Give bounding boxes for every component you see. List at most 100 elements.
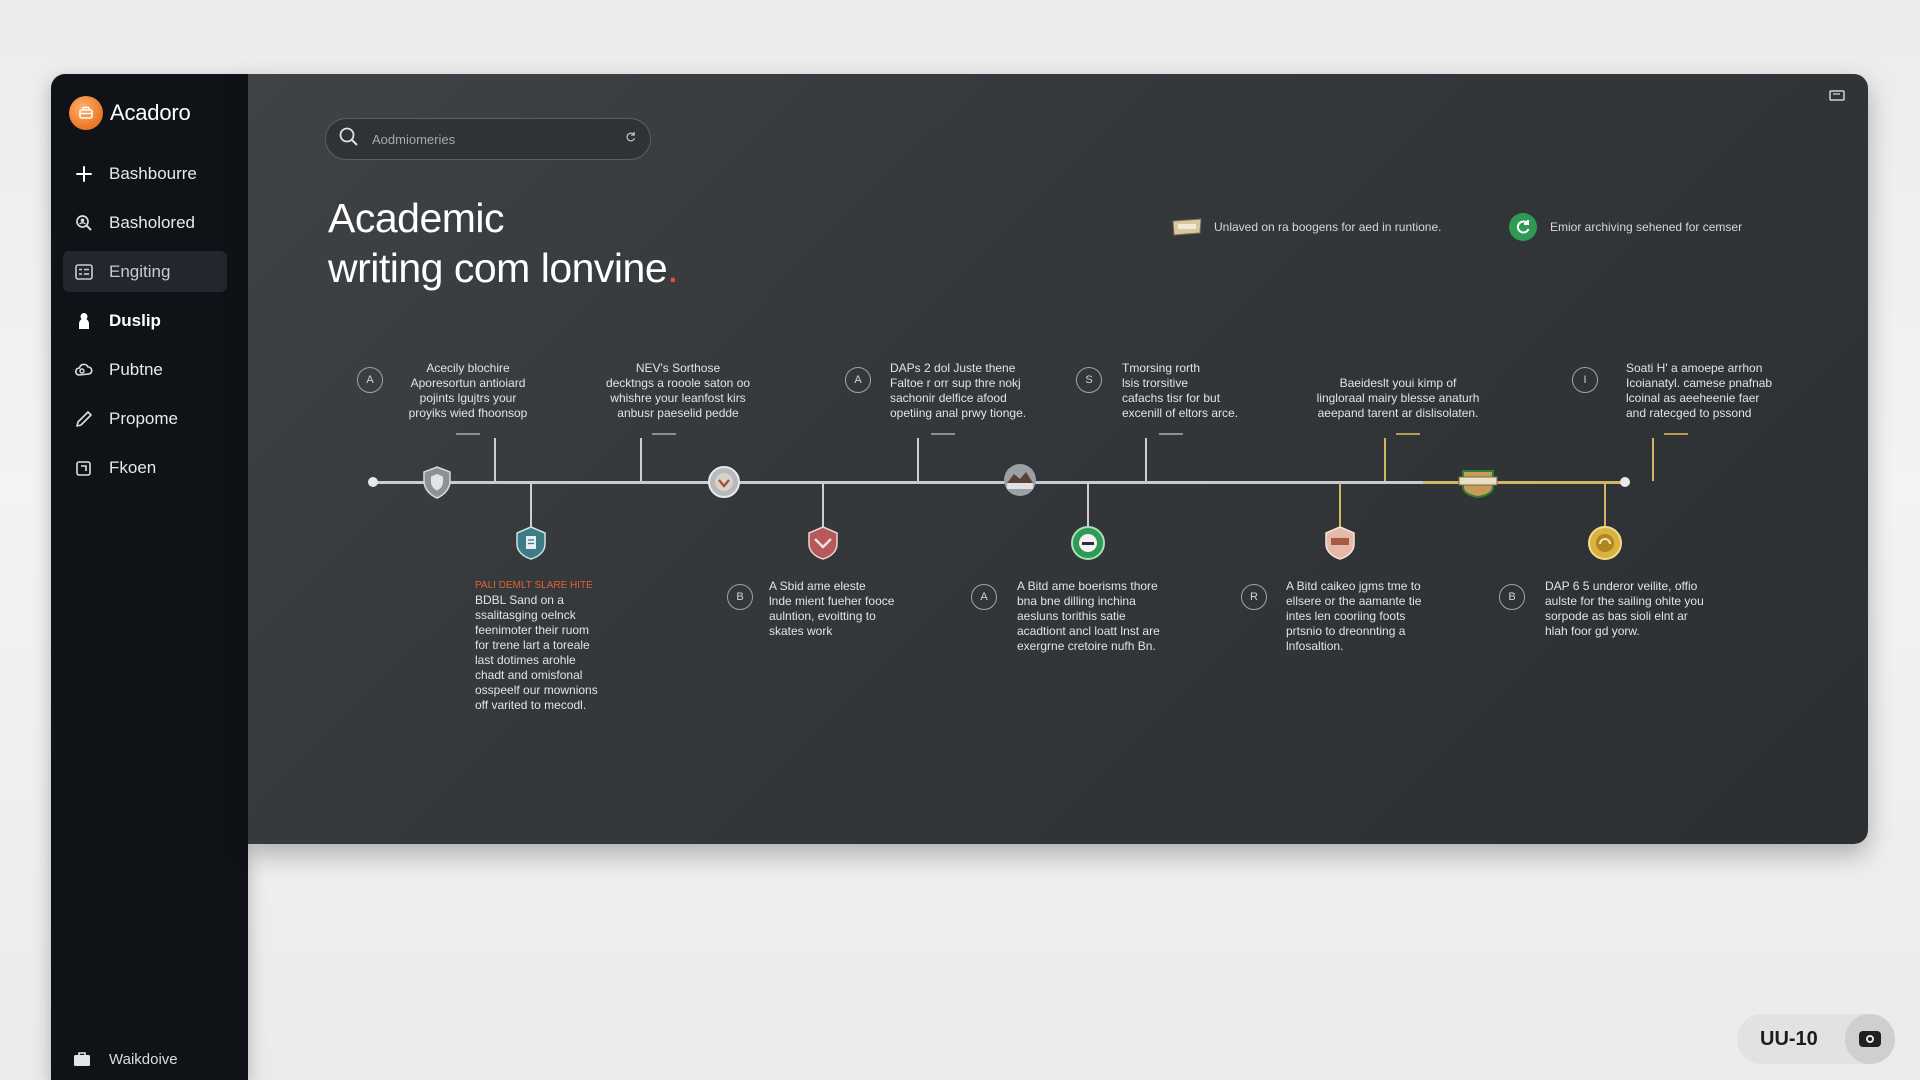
legend-item-unlaved: Unlaved on ra boogens for aed in runtion… — [1170, 213, 1442, 241]
refresh-circle-icon — [1506, 213, 1540, 241]
timeline-bottom-text: A Bitd ame boerisms thore bna bne dillin… — [1017, 579, 1160, 653]
timeline-bottom-text: BDBL Sand on a ssalitasging oelnck feeni… — [475, 593, 598, 712]
search-user-icon — [73, 212, 95, 234]
search-input[interactable] — [370, 130, 624, 148]
camera-icon — [1859, 1031, 1881, 1047]
timeline-tick — [1664, 433, 1688, 435]
legend-text: Unlaved on ra boogens for aed in runtion… — [1214, 220, 1442, 234]
sidebar: Acadoro Bashbourre Basholored Engiting D… — [51, 74, 248, 1080]
timeline-end-dot — [1620, 477, 1630, 487]
page-title: Academic writing com lonvine. — [328, 193, 679, 293]
video-call-button[interactable] — [1845, 1014, 1895, 1064]
main-panel: Academic writing com lonvine. Unlaved on… — [248, 74, 1868, 844]
timeline-marker-number: B — [727, 584, 753, 610]
timeline-tick — [1396, 433, 1420, 435]
crest-banner-icon[interactable] — [1457, 463, 1499, 499]
timeline-marker-number: R — [1241, 584, 1267, 610]
timeline-stem — [822, 483, 824, 528]
timeline-marker-number: A — [845, 367, 871, 393]
search-bar[interactable] — [325, 118, 651, 160]
timeline-top-text: NEV's Sorthose decktngs a rooole saton o… — [605, 361, 751, 420]
timeline-top-text: Soati H' a amoepe arrhon Icoianatyl. cam… — [1626, 361, 1773, 420]
green-laurel-icon[interactable] — [1070, 525, 1106, 561]
timeline-top-text: DAPs 2 dol Juste thene Faltoe r orr sup … — [890, 361, 1027, 420]
timeline-stem — [1087, 483, 1089, 528]
timeline-bottom-text: A Bitd caikeo jgms tme to ellsere or the… — [1286, 579, 1422, 653]
plus-icon — [73, 163, 95, 185]
sidebar-item-pubtne[interactable]: Pubtne — [63, 349, 227, 390]
timeline-marker-number: A — [971, 584, 997, 610]
timeline-bottom-text: DAP 6 5 underor veilite, offio aulste fo… — [1545, 579, 1704, 638]
rocky-emblem-icon[interactable] — [1002, 462, 1038, 498]
timeline-stem — [1145, 438, 1147, 481]
search-icon — [338, 126, 360, 153]
sidebar-item-label: Fkoen — [109, 457, 157, 477]
refresh-icon[interactable] — [624, 130, 638, 149]
sidebar-item-fkoen[interactable]: Fkoen — [63, 447, 227, 488]
timeline-tick — [652, 433, 676, 435]
timeline-tick — [931, 433, 955, 435]
window-control-icon[interactable] — [1828, 88, 1848, 104]
sidebar-nav: Bashbourre Basholored Engiting Duslip Pu… — [63, 153, 227, 496]
badge-legend-icon — [1170, 213, 1204, 241]
sidebar-item-bashbourre[interactable]: Bashbourre — [63, 153, 227, 194]
legend-item-emior: Emior archiving sehened for cemser — [1506, 213, 1742, 241]
sidebar-item-basholored[interactable]: Basholored — [63, 202, 227, 243]
timeline-tick — [456, 433, 480, 435]
pink-crest-icon[interactable] — [1322, 525, 1358, 561]
timeline-stem — [494, 438, 496, 481]
user-chip[interactable]: UU-10 — [1737, 1014, 1895, 1064]
sidebar-item-propome[interactable]: Propome — [63, 398, 227, 439]
timeline-marker-number: I — [1572, 367, 1598, 393]
timeline-top-text: Acecily blochire Aporesortun antioiard p… — [408, 361, 528, 420]
briefcase-icon — [71, 1048, 93, 1070]
gold-medal-icon[interactable] — [1587, 525, 1623, 561]
sidebar-item-engiting[interactable]: Engiting — [63, 251, 227, 292]
workspace-label: Waikdoive — [109, 1050, 178, 1068]
timeline-start-dot — [368, 477, 378, 487]
copy-icon — [73, 457, 95, 479]
timeline-stem — [917, 438, 919, 481]
red-crest-icon[interactable] — [805, 525, 841, 561]
sidebar-item-label: Propome — [109, 408, 178, 428]
timeline-top-text: Baeideslt youi kimp of lingloraal mairy … — [1316, 376, 1480, 420]
sidebar-item-label: Engiting — [109, 261, 171, 281]
title-line-2-text: writing com lonvine — [328, 245, 668, 291]
acadoro-logo-icon — [69, 96, 103, 130]
sidebar-item-duslip[interactable]: Duslip — [63, 300, 227, 341]
round-seal-icon[interactable] — [706, 464, 742, 500]
cloud-icon — [73, 359, 95, 381]
timeline-bottom-text: A Sbid ame eleste lnde mient fueher fooc… — [769, 579, 895, 638]
title-line-2: writing com lonvine. — [328, 243, 679, 293]
sidebar-item-label: Duslip — [109, 310, 161, 330]
legend-text: Emior archiving sehened for cemser — [1550, 220, 1743, 234]
pencil-icon — [73, 408, 95, 430]
timeline-marker-number: A — [357, 367, 383, 393]
timeline-stem — [1652, 438, 1654, 481]
timeline-stem — [1604, 483, 1606, 528]
shield-badge-icon[interactable] — [419, 464, 455, 500]
timeline-top-text: Tmorsing rorth lsis trorsitive cafachs t… — [1122, 361, 1239, 420]
user-code: UU-10 — [1760, 1027, 1818, 1050]
timeline-tick — [1159, 433, 1183, 435]
sidebar-item-label: Basholored — [109, 212, 196, 232]
timeline-bottom-heading: PALI DEMLT SLARE HITE — [475, 580, 593, 591]
timeline-line-highlight — [1423, 481, 1626, 484]
sidebar-item-label: Bashbourre — [109, 163, 197, 183]
timeline-bottom-block: PALI DEMLT SLARE HITE BDBL Sand on a ssa… — [475, 578, 625, 713]
timeline-line — [373, 481, 1423, 484]
timeline-stem — [530, 483, 532, 528]
sidebar-item-label: Pubtne — [109, 359, 163, 379]
timeline-stem — [1339, 483, 1341, 528]
brand[interactable]: Acadoro — [69, 96, 191, 130]
timeline-marker-number: S — [1076, 367, 1102, 393]
person-icon — [73, 310, 95, 332]
document-shield-icon[interactable] — [513, 525, 549, 561]
app-name: Acadoro — [110, 100, 191, 125]
timeline-stem — [1384, 438, 1386, 481]
title-dot: . — [667, 245, 679, 291]
sidebar-item-workspace[interactable]: Waikdoive — [71, 1048, 178, 1070]
timeline-marker-number: B — [1499, 584, 1525, 610]
list-icon — [73, 261, 95, 283]
title-line-1: Academic — [328, 195, 505, 241]
